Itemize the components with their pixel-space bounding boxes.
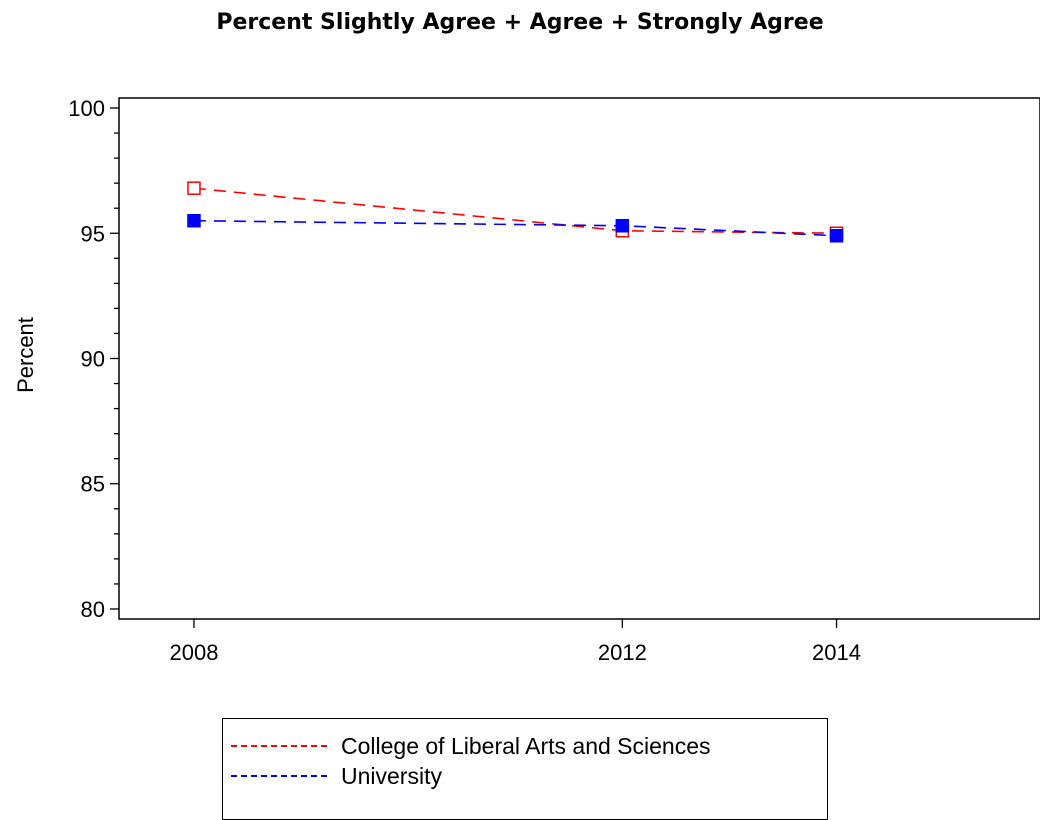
legend-label-college: College of Liberal Arts and Sciences [341, 732, 711, 759]
legend-swatch-college [231, 745, 327, 747]
y-tick-label: 100 [68, 96, 105, 121]
series-line-0 [193, 187, 837, 235]
data-point-0 [187, 181, 201, 195]
legend: College of Liberal Arts and Sciences Uni… [222, 718, 828, 820]
legend-item-college: College of Liberal Arts and Sciences [231, 731, 711, 761]
data-point-1 [829, 229, 844, 243]
data-point-1 [187, 213, 201, 228]
x-tick-label: 2012 [598, 640, 647, 665]
chart-title: Percent Slightly Agree + Agree + Strongl… [216, 10, 824, 35]
series-line-1 [193, 219, 837, 237]
y-tick-label: 90 [81, 347, 105, 372]
data-point-1 [615, 218, 630, 233]
legend-item-university: University [231, 761, 442, 791]
legend-label-university: University [341, 762, 442, 789]
x-tick-label: 2008 [169, 640, 218, 665]
y-tick-label: 95 [81, 221, 105, 246]
y-tick-label: 80 [81, 597, 105, 622]
legend-swatch-university [231, 775, 327, 777]
plot-area: 80 85 90 95 100 2008 2012 2014 [68, 96, 1040, 665]
y-tick-label: 85 [81, 472, 105, 497]
x-tick-label: 2014 [812, 640, 861, 665]
plot-frame [118, 97, 1040, 620]
